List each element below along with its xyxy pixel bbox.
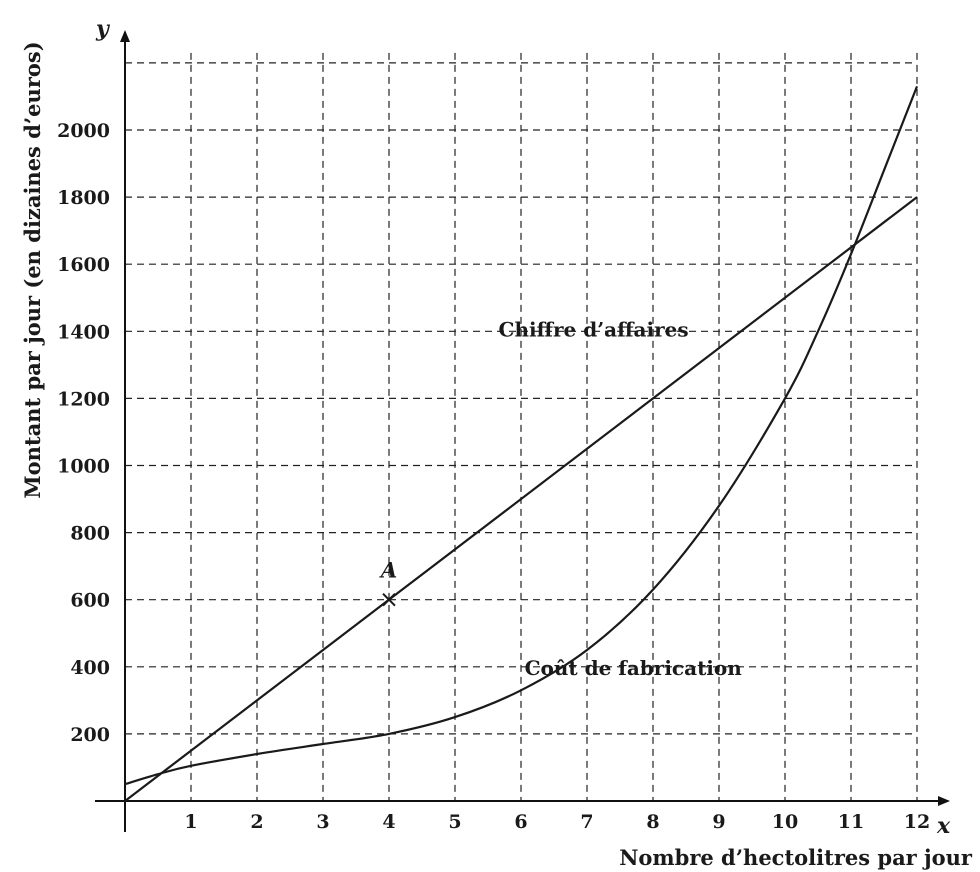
x-axis-title: Nombre d’hectolitres par jour — [619, 845, 973, 870]
y-tick-label: 1800 — [57, 187, 110, 209]
y-tick-label: 600 — [70, 590, 110, 612]
x-tick-label: 3 — [316, 811, 329, 833]
point-a-label: A — [379, 558, 397, 583]
x-tick-label: 5 — [448, 811, 461, 833]
series-label-chiffre-affaires: Chiffre d’affaires — [499, 317, 689, 341]
x-tick-label: 2 — [250, 811, 263, 833]
y-axis-letter: y — [95, 16, 111, 42]
x-axis-letter: x — [936, 813, 951, 839]
axis-titles: Nombre d’hectolitres par jour Montant par… — [20, 41, 973, 870]
y-tick-label: 1000 — [57, 456, 110, 478]
x-tick-label: 12 — [904, 811, 930, 833]
x-tick-label: 7 — [580, 811, 593, 833]
series-line-chiffre-affaires — [124, 196, 918, 802]
x-tick-label: 4 — [382, 811, 395, 833]
x-tick-label: 6 — [514, 811, 527, 833]
y-tick-label: 200 — [70, 724, 110, 746]
grid — [125, 52, 918, 801]
y-tick-label: 800 — [70, 523, 110, 545]
series: Chiffre d’affaires Coût de fabrication — [124, 85, 919, 802]
y-tick-label: 1400 — [57, 321, 110, 343]
x-tick-label: 8 — [646, 811, 659, 833]
y-axis-title: Montant par jour (en dizaines d’euros) — [20, 41, 45, 498]
series-line-cout-fabrication — [124, 85, 919, 786]
y-tick-label: 400 — [70, 657, 110, 679]
y-tick-label: 2000 — [57, 120, 110, 142]
y-tick-label: 1200 — [57, 388, 110, 410]
x-tick-label: 10 — [772, 811, 798, 833]
x-tick-label: 11 — [838, 811, 864, 833]
tick-labels: 1 2 3 4 5 6 7 8 9 10 11 122004006008001000120014001… — [57, 120, 930, 833]
y-tick-label: 1600 — [57, 254, 110, 276]
annotations: A — [379, 558, 397, 607]
x-tick-label: 9 — [712, 811, 725, 833]
x-tick-label: 1 — [184, 811, 197, 833]
series-label-cout-fabrication: Coût de fabrication — [525, 656, 743, 680]
point-a-cross-2 — [382, 592, 396, 607]
point-a-marker — [382, 592, 396, 607]
axes: xy — [95, 16, 951, 839]
